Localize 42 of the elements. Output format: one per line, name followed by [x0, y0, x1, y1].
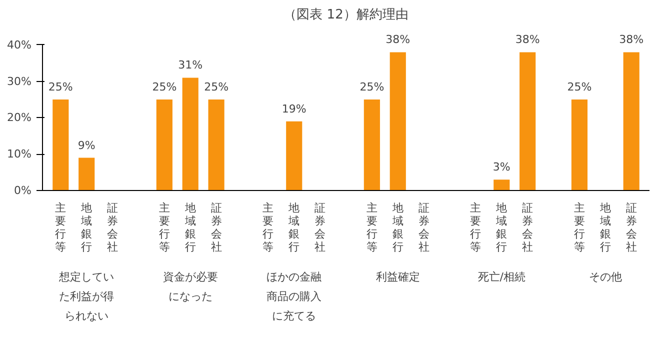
x-tick-label: 証券会社 [418, 202, 430, 254]
data-label: 38% [386, 33, 410, 46]
text: ほかの金融商品の購入に充てる [266, 270, 322, 322]
x-tick-label: 証券会社 [210, 202, 222, 254]
text: 利益確定 [376, 270, 420, 284]
x-tick-label: 証券会社 [626, 202, 637, 254]
text: 資金が必要になった [162, 270, 218, 303]
y-tick-label: 30% [7, 74, 32, 88]
x-tick-label: 主要行等 [55, 202, 66, 254]
data-label: 3% [492, 160, 510, 174]
data-label: 38% [619, 33, 644, 46]
text: その他 [588, 270, 622, 284]
y-tick-label: 0% [14, 184, 32, 197]
data-label: 25% [152, 80, 177, 94]
x-tick-label: 地域銀行 [598, 202, 611, 254]
data-label: 19% [282, 102, 306, 116]
y-tick-label: 40% [7, 38, 32, 52]
data-label: 25% [360, 80, 384, 94]
data-label: 25% [48, 80, 73, 94]
x-tick-label: 主要行等 [366, 202, 378, 254]
data-label: 9% [78, 138, 96, 152]
x-tick-label: 地域銀行 [391, 202, 404, 254]
data-label: 38% [515, 33, 540, 46]
text: 死亡/相続 [478, 270, 526, 284]
x-tick-label: 主要行等 [574, 202, 585, 254]
chart-title: （図表 12）解約理由 [284, 8, 408, 22]
x-tick-label: 主要行等 [158, 202, 170, 254]
x-tick-label: 主要行等 [262, 202, 274, 254]
x-tick-label: 地域銀行 [495, 202, 508, 254]
y-tick-label: 20% [7, 111, 32, 124]
y-tick-label: 10% [7, 148, 32, 161]
data-label: 31% [178, 58, 203, 72]
x-tick-label: 地域銀行 [288, 202, 300, 254]
data-label: 25% [204, 80, 229, 94]
x-tick-label: 証券会社 [522, 202, 534, 254]
x-tick-label: 証券会社 [107, 202, 118, 254]
x-tick-label: 地域銀行 [184, 202, 196, 254]
text: 想定していた利益が得られない [58, 270, 114, 322]
x-tick-label: 証券会社 [314, 202, 326, 254]
x-tick-label: 地域銀行 [80, 202, 92, 254]
data-label: 25% [567, 80, 592, 94]
x-tick-label: 主要行等 [470, 202, 482, 254]
